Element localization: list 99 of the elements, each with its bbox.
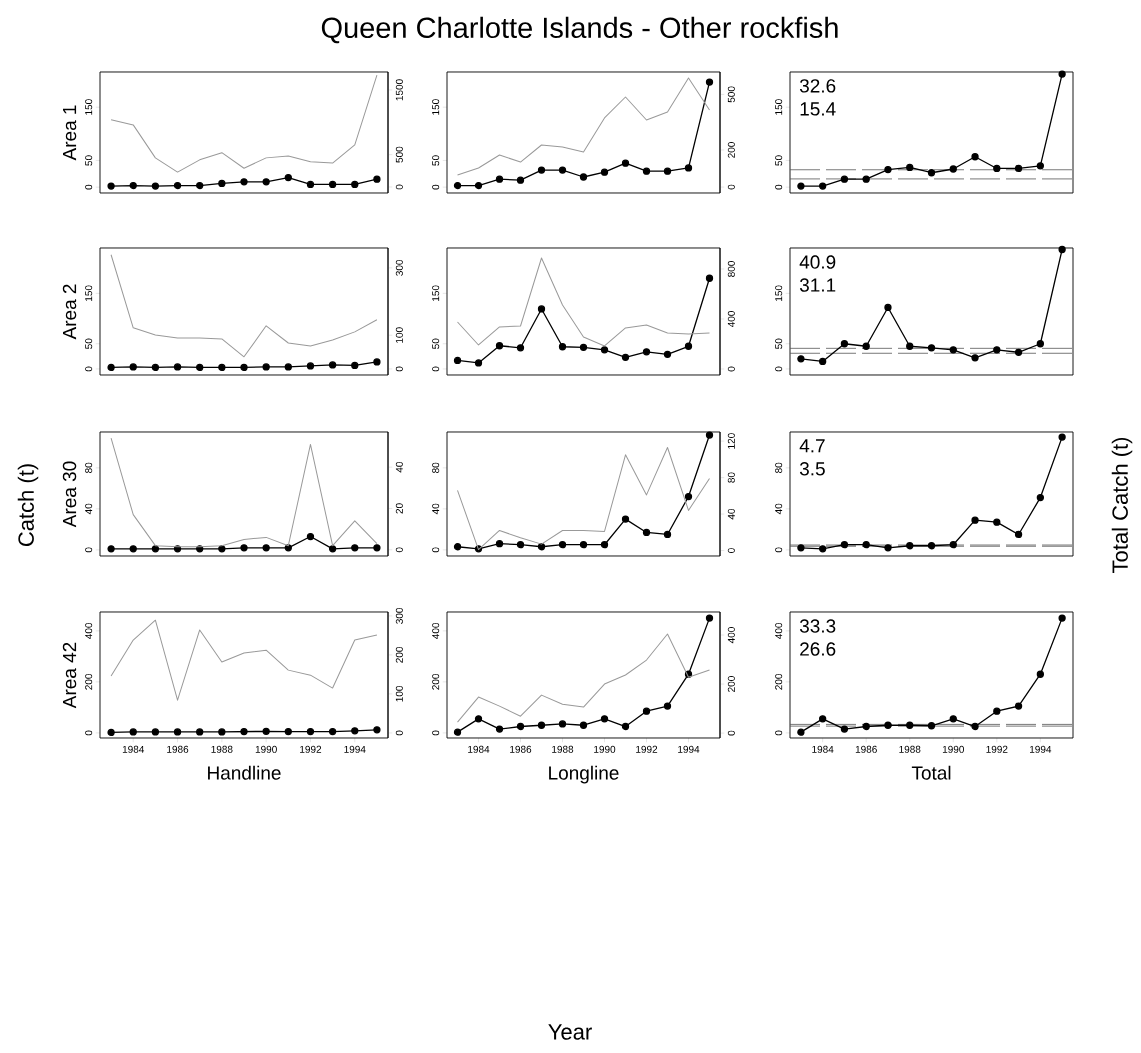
y2-tick-label: 0 bbox=[727, 366, 735, 372]
y-tick-label: 0 bbox=[85, 730, 93, 736]
text: Catch (t) bbox=[17, 464, 39, 547]
y-tick-label: 50 bbox=[775, 338, 783, 349]
y-tick-label: 400 bbox=[775, 622, 783, 639]
y-axis-title: Area 2 bbox=[62, 284, 77, 340]
y-tick-label: 0 bbox=[85, 184, 93, 190]
y-tick-label: 50 bbox=[85, 338, 93, 349]
text: Year bbox=[548, 1024, 592, 1040]
y-tick-label: 150 bbox=[775, 285, 783, 301]
y2-tick-label: 500 bbox=[395, 146, 403, 163]
y2-tick-label: 40 bbox=[727, 508, 735, 520]
y-tick-label: 150 bbox=[432, 285, 440, 301]
y2-tick-label: 120 bbox=[727, 433, 735, 449]
y2-tick-label: 0 bbox=[395, 366, 403, 372]
x-tick-label: 1986 bbox=[510, 745, 532, 753]
y2-tick-label: 100 bbox=[395, 327, 403, 343]
y-tick-label: 0 bbox=[432, 547, 440, 553]
annotation: 3.5 bbox=[799, 462, 825, 476]
x-tick-label: 1984 bbox=[122, 745, 145, 753]
x-tick-label: 1994 bbox=[344, 745, 366, 753]
annotation: 32.6 bbox=[799, 79, 836, 93]
y-tick-label: 400 bbox=[85, 622, 93, 639]
x-axis-title: Total bbox=[911, 765, 951, 780]
y-tick-label: 150 bbox=[85, 285, 93, 301]
y-axis-title: Area 1 bbox=[63, 105, 77, 161]
y-tick-label: 0 bbox=[432, 366, 440, 372]
y2-tick-label: 100 bbox=[395, 685, 403, 702]
annotation: 31.1 bbox=[799, 278, 836, 292]
x-tick-label: 1986 bbox=[855, 745, 877, 753]
y2-tick-label: 800 bbox=[727, 261, 735, 277]
y-tick-label: 150 bbox=[85, 99, 93, 115]
y2-tick-label: 0 bbox=[727, 184, 735, 190]
y2-tick-label: 300 bbox=[395, 259, 403, 276]
annotation: 15.4 bbox=[800, 102, 836, 116]
y2-tick-label: 0 bbox=[727, 730, 735, 736]
x-tick-label: 1994 bbox=[678, 745, 700, 753]
y-tick-label: 50 bbox=[432, 338, 440, 349]
x-tick-label: 1990 bbox=[594, 745, 616, 753]
annotation: 40.9 bbox=[799, 255, 836, 269]
x-tick-label: 1990 bbox=[942, 745, 965, 753]
y2-tick-label: 500 bbox=[727, 86, 735, 103]
text: Queen Charlotte Islands - Other rockfish bbox=[321, 16, 838, 44]
y-tick-label: 0 bbox=[432, 730, 440, 736]
y2-tick-label: 200 bbox=[395, 646, 403, 663]
y-tick-label: 40 bbox=[85, 503, 93, 515]
y2-tick-label: 20 bbox=[395, 503, 403, 514]
y2-tick-label: 400 bbox=[727, 311, 735, 328]
annotation: 33.3 bbox=[799, 619, 836, 633]
y-tick-label: 0 bbox=[775, 366, 783, 372]
x-tick-label: 1984 bbox=[468, 745, 490, 753]
x-tick-label: 1990 bbox=[255, 745, 277, 753]
annotation: 26.6 bbox=[800, 642, 836, 656]
y-tick-label: 0 bbox=[432, 184, 440, 190]
y-tick-label: 200 bbox=[85, 673, 93, 690]
x-axis-title: Longline bbox=[549, 765, 619, 784]
y-tick-label: 50 bbox=[775, 155, 783, 166]
y-tick-label: 150 bbox=[432, 99, 440, 115]
y2-tick-label: 80 bbox=[727, 472, 735, 483]
y-tick-label: 0 bbox=[775, 730, 783, 736]
y-tick-label: 0 bbox=[85, 547, 93, 553]
y-tick-label: 200 bbox=[432, 673, 440, 690]
x-tick-label: 1988 bbox=[211, 745, 233, 753]
y-tick-label: 150 bbox=[775, 99, 783, 115]
x-tick-label: 1988 bbox=[899, 745, 921, 753]
y2-tick-label: 0 bbox=[395, 547, 403, 553]
y-tick-label: 50 bbox=[85, 155, 93, 166]
x-tick-label: 1992 bbox=[300, 745, 322, 753]
y-tick-label: 40 bbox=[775, 503, 783, 515]
y2-tick-label: 200 bbox=[727, 676, 735, 692]
y2-tick-label: 200 bbox=[727, 142, 735, 158]
y-tick-label: 0 bbox=[85, 366, 93, 372]
y2-tick-label: 1500 bbox=[395, 79, 403, 101]
y-tick-label: 0 bbox=[775, 184, 783, 190]
y-axis-title: Area 30 bbox=[62, 461, 77, 528]
x-axis-title: Handline bbox=[208, 765, 281, 780]
y-tick-label: 40 bbox=[432, 503, 440, 515]
x-tick-label: 1992 bbox=[636, 745, 658, 753]
y-tick-label: 0 bbox=[775, 547, 783, 553]
y-tick-label: 400 bbox=[432, 622, 440, 639]
y2-tick-label: 400 bbox=[727, 627, 735, 644]
x-tick-label: 1992 bbox=[986, 745, 1008, 753]
y-axis-title: Area 42 bbox=[62, 642, 77, 709]
y-tick-label: 50 bbox=[432, 155, 440, 166]
y2-tick-label: 0 bbox=[395, 184, 403, 190]
y2-tick-label: 300 bbox=[395, 607, 403, 624]
y-tick-label: 80 bbox=[432, 462, 440, 473]
x-tick-label: 1986 bbox=[167, 745, 189, 753]
y2-tick-label: 40 bbox=[395, 461, 403, 473]
y2-tick-label: 0 bbox=[395, 730, 403, 736]
text: Total Catch (t) bbox=[1111, 437, 1133, 573]
y-tick-label: 80 bbox=[85, 462, 93, 473]
y2-tick-label: 0 bbox=[727, 548, 735, 553]
x-tick-label: 1984 bbox=[812, 745, 834, 753]
x-tick-label: 1988 bbox=[552, 745, 574, 753]
y-tick-label: 80 bbox=[775, 462, 783, 473]
annotation: 4.7 bbox=[799, 439, 825, 453]
y-tick-label: 200 bbox=[775, 673, 783, 690]
x-tick-label: 1994 bbox=[1030, 745, 1052, 753]
